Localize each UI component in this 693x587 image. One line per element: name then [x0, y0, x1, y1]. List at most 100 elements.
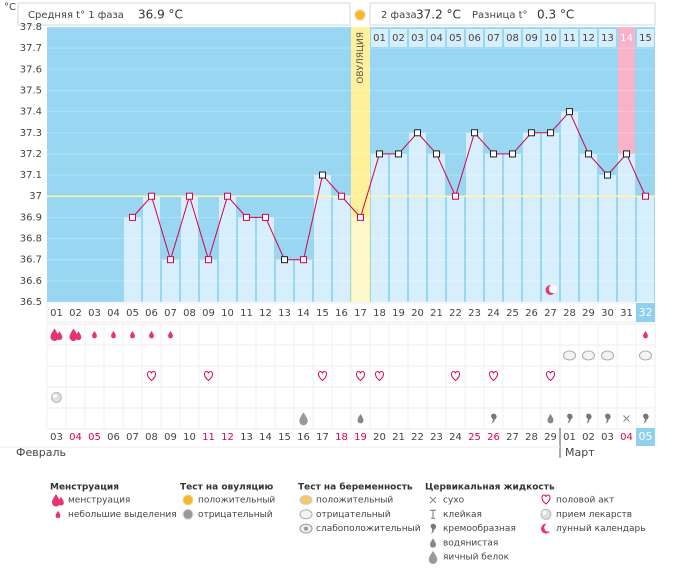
temperature-bar [523, 132, 540, 302]
luteal-day-cell [428, 29, 445, 47]
temperature-point [186, 192, 193, 200]
temperature-point [490, 150, 497, 158]
date-label: 25 [468, 432, 481, 443]
legend-icon [182, 508, 194, 520]
temperature-bar [637, 196, 654, 302]
heart [375, 370, 384, 382]
symbol [582, 350, 595, 361]
temperature-bar [447, 196, 464, 302]
date-label: 18 [335, 432, 348, 443]
legend-label: прием лекарств [556, 510, 632, 520]
y-tick-label: 36.6 [20, 276, 42, 287]
luteal-day-label: 10 [544, 33, 557, 44]
oval [601, 350, 614, 361]
cross [623, 415, 630, 422]
legend-label: яичный белок [443, 553, 510, 563]
symbol [168, 330, 173, 339]
symbol [586, 413, 592, 424]
temperature-bar [599, 175, 616, 302]
day-label: 01 [50, 308, 63, 319]
tee [430, 509, 436, 519]
symbol [357, 414, 364, 424]
symbol [92, 330, 97, 339]
date-label: 21 [392, 432, 405, 443]
date-label: 05 [639, 430, 653, 443]
legend-icon [428, 550, 438, 565]
phase1-box [17, 2, 351, 26]
luteal-day-label: 04 [430, 33, 443, 44]
legend-label: слабоположительный [316, 524, 421, 534]
temperature-point [585, 150, 592, 158]
diff-value: 0.3 °C [537, 8, 574, 22]
oval [299, 495, 313, 505]
date-label: 08 [145, 432, 158, 443]
legend-label: положительный [316, 496, 393, 506]
legend-title: Менструация [50, 483, 119, 493]
date-label: 28 [525, 432, 538, 443]
temperature-point [604, 171, 611, 179]
drop [111, 330, 116, 339]
temperature-bar [143, 196, 160, 302]
date-label: 11 [202, 432, 215, 443]
temperature-point [357, 213, 364, 221]
legend-label: кремообразная [443, 524, 516, 534]
sun-icon [354, 9, 366, 21]
luteal-day-label: 12 [582, 33, 595, 44]
date-label: 23 [430, 432, 443, 443]
legend-label: водянистая [443, 538, 498, 548]
comma [605, 413, 611, 424]
temperature-point [528, 129, 535, 137]
temperature-point [224, 192, 231, 200]
heart [489, 370, 498, 382]
temperature-bar [428, 153, 445, 302]
day-label: 31 [620, 308, 633, 319]
luteal-day-cell [580, 29, 597, 47]
legend-icon [430, 509, 436, 519]
day-label: 29 [582, 308, 595, 319]
symbol [643, 330, 648, 339]
comma [430, 523, 437, 534]
current-date-cell [636, 428, 655, 446]
date-label: 05 [88, 432, 101, 443]
heart [451, 370, 460, 382]
temperature-point [414, 129, 421, 137]
day-label: 14 [297, 308, 310, 319]
day-label: 25 [506, 308, 519, 319]
temperature-point [243, 213, 250, 221]
symbol [639, 350, 652, 361]
symbol [130, 330, 135, 339]
date-label: 04 [620, 432, 633, 443]
ovulation-label: ОВУЛЯЦИЯ [356, 32, 366, 84]
drop [55, 510, 61, 519]
luteal-day-label: 01 [373, 33, 386, 44]
y-tick-label: 37 [29, 191, 42, 202]
luteal-day-cell [637, 29, 654, 47]
luteal-day-label: 03 [411, 33, 424, 44]
temperature-point [148, 192, 155, 200]
luteal-day-cell [542, 29, 559, 47]
legend-label: отрицательный [316, 510, 391, 520]
drop [50, 328, 59, 341]
day-label: 09 [202, 308, 215, 319]
symbol [356, 370, 365, 382]
temperature-point [623, 150, 630, 158]
y-tick-label: 37.1 [20, 170, 42, 181]
temperature-point [395, 150, 402, 158]
day-label: 04 [107, 308, 120, 319]
phase1-label: Средняя t° 1 фаза [28, 10, 124, 21]
symbol [491, 413, 497, 424]
temperature-point [319, 171, 326, 179]
legend-icon [299, 509, 313, 520]
temperature-point [262, 213, 269, 221]
luteal-day-label: 13 [601, 33, 614, 44]
symbol [601, 350, 614, 361]
symbol [51, 392, 62, 403]
day-label: 11 [240, 308, 253, 319]
temperature-bar [352, 217, 369, 302]
temperature-bar [200, 259, 217, 302]
date-label: 17 [316, 432, 329, 443]
day-label: 30 [601, 308, 614, 319]
phase2-label: 2 фаза [381, 10, 417, 21]
day-label: 16 [335, 308, 348, 319]
